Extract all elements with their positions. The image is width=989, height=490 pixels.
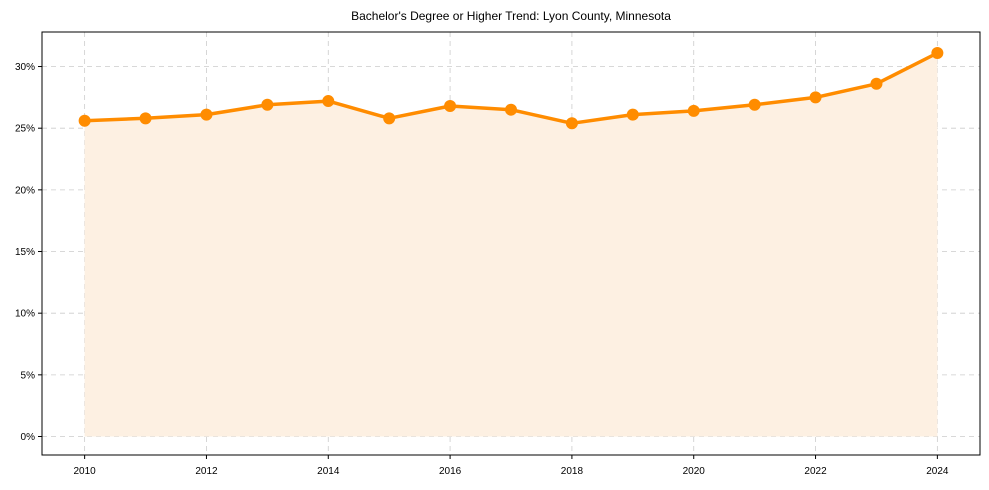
x-axis: 2010 2012 2014 2016 2018 2020 2022 2024 bbox=[74, 455, 949, 477]
x-tick-label: 2020 bbox=[683, 466, 706, 477]
x-tick-label: 2012 bbox=[195, 466, 218, 477]
data-point bbox=[261, 98, 274, 111]
y-tick-label: 25% bbox=[15, 124, 35, 135]
x-tick-label: 2014 bbox=[317, 466, 340, 477]
data-point bbox=[748, 98, 761, 111]
data-point bbox=[687, 104, 700, 117]
plot-frame bbox=[41, 31, 981, 456]
area-fill bbox=[84, 53, 938, 437]
data-point bbox=[139, 112, 152, 125]
data-point bbox=[444, 99, 457, 112]
data-markers bbox=[78, 46, 944, 130]
data-point bbox=[870, 77, 883, 90]
y-tick-label: 20% bbox=[15, 185, 35, 196]
x-tick-label: 2024 bbox=[926, 466, 949, 477]
x-tick-label: 2018 bbox=[561, 466, 584, 477]
data-point bbox=[322, 95, 335, 108]
y-tick-label: 30% bbox=[15, 62, 35, 73]
y-tick-label: 10% bbox=[15, 309, 35, 320]
y-tick-label: 15% bbox=[15, 247, 35, 258]
y-axis: 0% 5% 10% 15% 20% 25% 30% bbox=[15, 62, 42, 443]
x-tick-label: 2022 bbox=[804, 466, 827, 477]
data-point bbox=[931, 46, 944, 59]
y-tick-label: 0% bbox=[21, 432, 36, 443]
x-tick-label: 2010 bbox=[74, 466, 97, 477]
y-tick-label: 5% bbox=[21, 370, 36, 381]
chart-title: Bachelor's Degree or Higher Trend: Lyon … bbox=[351, 9, 671, 23]
x-tick-label: 2016 bbox=[439, 466, 462, 477]
data-point bbox=[626, 108, 639, 121]
data-point bbox=[383, 112, 396, 125]
data-point bbox=[200, 108, 213, 121]
data-point bbox=[809, 91, 822, 104]
data-point bbox=[78, 114, 91, 127]
data-point bbox=[565, 117, 578, 130]
data-point bbox=[505, 103, 517, 116]
